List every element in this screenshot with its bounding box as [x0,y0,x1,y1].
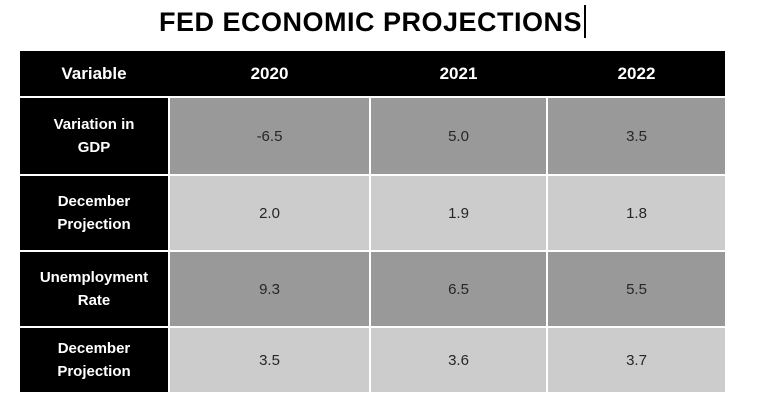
cell-dec-proj-unemp-2021[interactable]: 3.6 [371,328,546,392]
cell-gdp-2022[interactable]: 3.5 [548,98,725,174]
column-header-2020[interactable]: 2020 [250,63,289,83]
row-label-line: December [57,340,131,357]
row-label-line: Rate [77,292,111,309]
cell-unemp-2022[interactable]: 5.5 [548,252,725,326]
text-cursor [584,5,587,38]
row-label-unemployment-rate[interactable]: Unemployment Rate [20,252,168,326]
row-label-line: Variation in [53,116,135,133]
row-label-line: December [57,193,131,210]
title-block: FED ECONOMIC PROJECTIONS [20,3,725,41]
cell-dec-proj-unemp-2022[interactable]: 3.7 [548,328,725,392]
cell-dec-proj-gdp-2020[interactable]: 2.0 [170,176,369,250]
cell-unemp-2021[interactable]: 6.5 [371,252,546,326]
page-title[interactable]: FED ECONOMIC PROJECTIONS [158,7,583,37]
row-label-variation-in-gdp[interactable]: Variation in GDP [20,98,168,174]
table-header-row: Variable 2020 2021 2022 [20,51,725,96]
column-header-variable[interactable]: Variable [61,63,127,83]
row-label-december-projection-gdp[interactable]: December Projection [20,176,168,250]
cell-dec-proj-unemp-2020[interactable]: 3.5 [170,328,369,392]
cell-gdp-2020[interactable]: -6.5 [170,98,369,174]
cell-dec-proj-gdp-2021[interactable]: 1.9 [371,176,546,250]
cell-gdp-2021[interactable]: 5.0 [371,98,546,174]
table-row-december-projection-gdp: December Projection 2.0 1.9 1.8 [20,176,725,250]
row-label-line: Projection [57,363,131,380]
table-row-unemployment-rate: Unemployment Rate 9.3 6.5 5.5 [20,252,725,326]
column-header-2021[interactable]: 2021 [439,63,478,83]
projections-table: Variable 2020 2021 2022 Variation in GDP… [20,51,725,392]
cell-dec-proj-gdp-2022[interactable]: 1.8 [548,176,725,250]
cell-unemp-2020[interactable]: 9.3 [170,252,369,326]
table-row-variation-in-gdp: Variation in GDP -6.5 5.0 3.5 [20,98,725,174]
row-label-line: Unemployment [39,269,149,286]
table-row-december-projection-unemp: December Projection 3.5 3.6 3.7 [20,328,725,392]
row-label-line: Projection [57,216,131,233]
column-header-2022[interactable]: 2022 [617,63,656,83]
row-label-december-projection-unemp[interactable]: December Projection [20,328,168,392]
row-label-line: GDP [77,139,111,156]
